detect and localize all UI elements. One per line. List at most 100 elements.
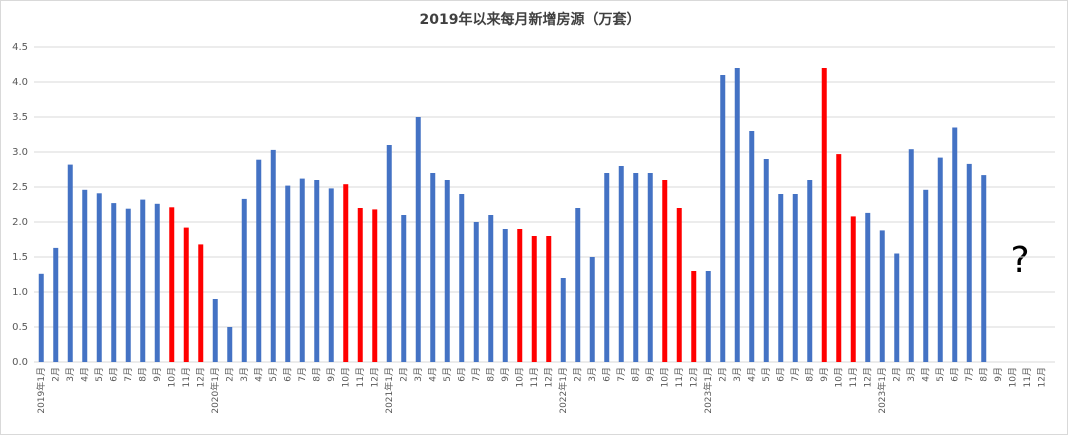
x-tick-label: 2月: [717, 367, 728, 382]
x-tick-label: 2月: [572, 367, 583, 382]
bar: [241, 198, 247, 362]
bar: [328, 188, 334, 362]
x-tick-label: 3月: [239, 367, 250, 382]
bar: [502, 229, 508, 362]
x-tick-label: 8月: [311, 367, 322, 382]
x-tick-label: 7月: [123, 367, 134, 382]
x-tick-label: 3月: [413, 367, 424, 382]
x-tick-label: 6月: [775, 367, 786, 382]
y-tick-label: 3.5: [12, 112, 28, 123]
x-tick-label: 4月: [920, 367, 931, 382]
bar: [357, 208, 363, 362]
bar: [589, 257, 595, 362]
bar: [386, 145, 392, 362]
x-tick-label: 12月: [688, 367, 699, 387]
y-tick-label: 1.0: [12, 287, 28, 298]
bar: [647, 173, 653, 362]
bar: [140, 199, 146, 362]
bar: [227, 327, 233, 362]
y-tick-label: 4.5: [12, 42, 28, 53]
x-tick-label: 2021年1月: [383, 367, 395, 414]
bar: [879, 230, 885, 362]
x-tick-label: 4月: [79, 367, 90, 382]
x-tick-label: 2月: [398, 367, 409, 382]
bar: [154, 203, 160, 362]
x-tick-label: 3月: [65, 367, 76, 382]
bar: [285, 185, 291, 362]
x-tick-label: 8月: [978, 367, 989, 382]
x-tick-label: 6月: [282, 367, 293, 382]
annotation: ?: [1010, 240, 1029, 281]
bar: [67, 164, 73, 362]
x-tick-label: 4月: [746, 367, 757, 382]
x-tick-label: 2月: [224, 367, 235, 382]
bar: [763, 159, 769, 362]
bar: [546, 236, 552, 362]
x-tick-label: 2022年1月: [557, 367, 569, 414]
bar: [633, 173, 639, 362]
x-tick-label: 3月: [906, 367, 917, 382]
bar: [53, 247, 59, 362]
bar: [314, 180, 320, 362]
x-tick-label: 8月: [630, 367, 641, 382]
bar: [604, 173, 610, 362]
bar: [618, 166, 624, 362]
bar: [531, 236, 537, 362]
x-tick-label: 2月: [50, 367, 61, 382]
bar: [96, 193, 102, 362]
x-tick-label: 7月: [471, 367, 482, 382]
x-tick-label: 10月: [1007, 367, 1018, 387]
bar: [865, 212, 871, 362]
x-tick-label: 2023年1月: [876, 367, 888, 414]
x-tick-label: 9月: [326, 367, 337, 382]
y-tick-label: 2.0: [12, 217, 28, 228]
bar: [38, 273, 44, 362]
y-tick-label: 3.0: [12, 147, 28, 158]
x-tick-label: 9月: [993, 367, 1004, 382]
bar: [749, 131, 755, 362]
x-tick-label: 11月: [181, 367, 192, 387]
bar: [444, 180, 450, 362]
bar: [981, 175, 987, 362]
bar: [256, 159, 262, 362]
x-tick-label: 9月: [500, 367, 511, 382]
x-tick-label: 8月: [137, 367, 148, 382]
x-tick-label: 12月: [369, 367, 380, 387]
bar: [966, 163, 972, 362]
bar: [807, 180, 813, 362]
x-tick-label: 6月: [108, 367, 119, 382]
bar: [415, 117, 421, 362]
bar: [459, 194, 465, 362]
x-tick-label: 10月: [659, 367, 670, 387]
x-tick-label: 2月: [891, 367, 902, 382]
x-tick-label: 3月: [732, 367, 743, 382]
x-tick-label: 6月: [601, 367, 612, 382]
bar: [169, 207, 175, 362]
x-tick-label: 11月: [1022, 367, 1033, 387]
x-tick-label: 7月: [616, 367, 627, 382]
bar: [343, 184, 349, 362]
bar: [270, 149, 276, 362]
bar: [778, 194, 784, 362]
bar: [183, 227, 189, 362]
x-tick-label: 2020年1月: [209, 367, 221, 414]
x-tick-label: 3月: [587, 367, 598, 382]
bar: [430, 173, 436, 362]
bar: [734, 68, 740, 362]
x-tick-label: 6月: [456, 367, 467, 382]
bar: [111, 203, 117, 362]
bar: [517, 229, 523, 362]
x-tick-label: 9月: [819, 367, 830, 382]
x-tick-label: 7月: [964, 367, 975, 382]
bar: [691, 271, 697, 362]
bar: [473, 222, 479, 362]
x-tick-label: 11月: [529, 367, 540, 387]
bar: [212, 299, 218, 362]
bar: [575, 208, 581, 362]
y-tick-label: 4.0: [12, 77, 28, 88]
x-tick-label: 10月: [833, 367, 844, 387]
x-tick-label: 10月: [340, 367, 351, 387]
x-tick-label: 12月: [1036, 367, 1047, 387]
bar: [937, 157, 943, 362]
